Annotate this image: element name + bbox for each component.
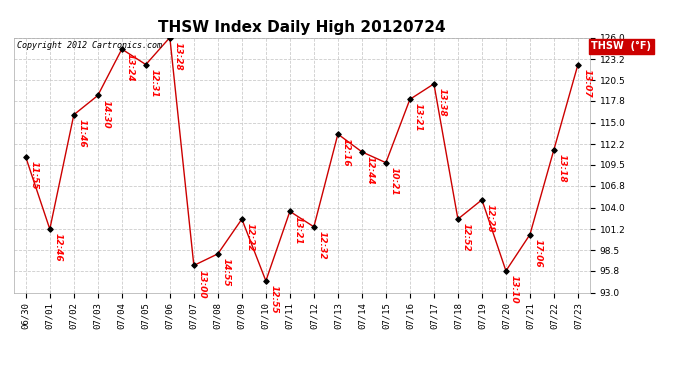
Text: 12:44: 12:44 (366, 156, 375, 184)
Point (284, 209, 295, 214)
Point (476, 197, 487, 203)
Text: Copyright 2012 Cartronics.com: Copyright 2012 Cartronics.com (17, 41, 161, 50)
Title: THSW Index Daily High 20120724: THSW Index Daily High 20120724 (158, 20, 446, 35)
Text: 12:22: 12:22 (246, 223, 255, 252)
Point (356, 149, 367, 155)
Text: 13:18: 13:18 (558, 154, 567, 182)
Point (573, 62, 584, 68)
Point (92, 93, 104, 99)
Text: 10:21: 10:21 (390, 167, 399, 195)
Point (380, 160, 391, 166)
Point (213, 251, 224, 257)
Text: 14:55: 14:55 (222, 258, 231, 286)
Point (140, 62, 151, 68)
Text: 12:55: 12:55 (270, 285, 279, 314)
Text: 13:21: 13:21 (414, 104, 423, 132)
Text: 13:38: 13:38 (438, 88, 447, 117)
Text: 13:10: 13:10 (510, 275, 519, 304)
Text: THSW  (°F): THSW (°F) (591, 41, 651, 51)
Text: 12:52: 12:52 (462, 223, 471, 252)
Point (117, 46, 128, 52)
Text: 12:16: 12:16 (342, 138, 351, 167)
Point (68, 112, 79, 118)
Point (308, 224, 319, 230)
Point (20, 154, 31, 160)
Point (428, 81, 440, 87)
Point (237, 216, 248, 222)
Point (500, 268, 511, 274)
Text: 12:46: 12:46 (54, 233, 63, 262)
Text: 13:21: 13:21 (294, 216, 303, 244)
Point (453, 216, 464, 222)
Text: 12:31: 12:31 (150, 69, 159, 98)
Text: 14:30: 14:30 (102, 100, 111, 128)
Text: 17:06: 17:06 (534, 239, 543, 267)
Text: 11:46: 11:46 (78, 119, 87, 148)
Point (524, 231, 535, 237)
Text: 13:28: 13:28 (174, 42, 183, 70)
Text: 12:32: 12:32 (318, 231, 327, 260)
Point (44, 226, 55, 232)
Point (549, 147, 560, 153)
Text: 13:00: 13:00 (198, 270, 207, 298)
Text: 13:24: 13:24 (126, 53, 135, 82)
Point (164, 34, 175, 40)
Text: 12:28: 12:28 (486, 204, 495, 232)
Text: 11:55: 11:55 (30, 162, 39, 190)
Point (188, 262, 199, 268)
Point (404, 96, 415, 102)
Point (260, 278, 271, 284)
Point (333, 131, 344, 137)
Text: 13:07: 13:07 (582, 69, 591, 98)
